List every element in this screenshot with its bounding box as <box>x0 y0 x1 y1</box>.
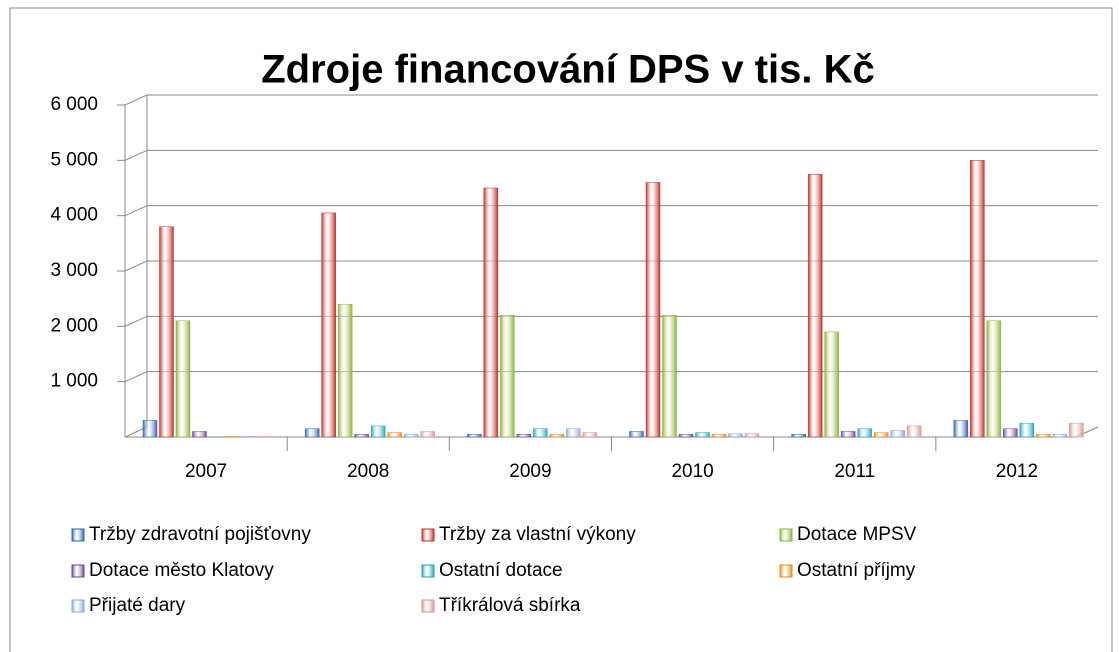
bar <box>953 420 969 438</box>
bar <box>662 315 677 438</box>
legend-swatch <box>71 564 85 578</box>
legend-swatch <box>779 528 793 542</box>
x-tick-label: 2008 <box>347 461 389 482</box>
legend-swatch <box>779 564 793 578</box>
bar <box>500 315 515 438</box>
bar <box>420 431 435 438</box>
chart-border <box>9 7 1113 652</box>
y-tick-label: 5 000 <box>50 149 98 170</box>
bar <box>906 425 922 438</box>
bar <box>629 431 644 438</box>
grid-line <box>124 94 1098 106</box>
legend-swatch <box>421 528 435 542</box>
bar <box>824 331 839 438</box>
bar <box>192 431 207 438</box>
bar <box>258 436 273 438</box>
bar <box>711 433 727 438</box>
bar <box>986 320 1002 438</box>
bar <box>890 430 905 438</box>
bar <box>159 226 174 438</box>
y-tick-label: 4 000 <box>50 205 98 226</box>
legend-label: Tržby za vlastní výkony <box>439 524 636 545</box>
legend-swatch <box>421 564 435 578</box>
bar <box>516 433 532 438</box>
bar <box>403 433 419 438</box>
bar <box>970 160 985 438</box>
chart-title: Zdroje financování DPS v tis. Kč <box>261 48 874 92</box>
bar <box>695 432 710 438</box>
bar <box>321 212 336 438</box>
bar <box>582 432 598 438</box>
legend-label: Tříkrálová sbírka <box>439 595 581 616</box>
x-tick-label: 2012 <box>996 461 1038 482</box>
bar <box>744 433 760 438</box>
legend-label: Dotace MPSV <box>797 524 917 545</box>
bar <box>857 428 872 438</box>
grid-line <box>124 315 1098 327</box>
bar <box>566 428 581 438</box>
bar <box>728 433 743 438</box>
legend-swatch <box>71 528 85 542</box>
legend-swatch <box>71 599 85 613</box>
bar <box>1019 422 1035 438</box>
bar <box>370 425 386 438</box>
legend-label: Ostatní příjmy <box>797 560 916 581</box>
bar <box>483 187 499 438</box>
bar <box>840 431 856 438</box>
bar <box>304 428 320 438</box>
grid-line <box>124 371 1098 383</box>
bar <box>225 436 240 438</box>
bar <box>1036 433 1051 438</box>
grid-line <box>124 205 1098 217</box>
grid-line <box>124 260 1098 272</box>
bar <box>175 320 191 438</box>
bar <box>807 173 823 438</box>
grid-line <box>124 149 1098 161</box>
bar <box>354 433 369 438</box>
legend-label: Ostatní dotace <box>439 560 563 581</box>
legend-label: Přijaté dary <box>89 595 186 616</box>
bar <box>645 182 661 438</box>
bar <box>1003 428 1018 438</box>
bar <box>678 433 694 438</box>
y-tick-label: 1 000 <box>50 371 98 392</box>
y-tick-label: 3 000 <box>50 260 98 281</box>
x-tick-label: 2007 <box>185 461 227 482</box>
legend-swatch <box>421 599 435 613</box>
bar <box>337 303 353 438</box>
y-tick-label: 6 000 <box>50 94 98 115</box>
legend-label: Tržby zdravotní pojišťovny <box>89 524 311 545</box>
x-tick-label: 2010 <box>671 461 713 482</box>
bar <box>1052 433 1068 438</box>
bar <box>241 436 257 438</box>
bar <box>791 433 806 438</box>
y-tick-label: 2 000 <box>50 315 98 336</box>
legend-label: Dotace město Klatovy <box>89 560 274 581</box>
bar <box>1069 422 1084 438</box>
x-tick-label: 2009 <box>509 461 551 482</box>
bar <box>873 432 889 438</box>
bar <box>549 433 565 438</box>
bar <box>533 428 548 438</box>
bar <box>387 432 402 438</box>
x-tick-label: 2011 <box>834 461 875 482</box>
bar <box>467 433 482 438</box>
bar <box>142 420 158 438</box>
